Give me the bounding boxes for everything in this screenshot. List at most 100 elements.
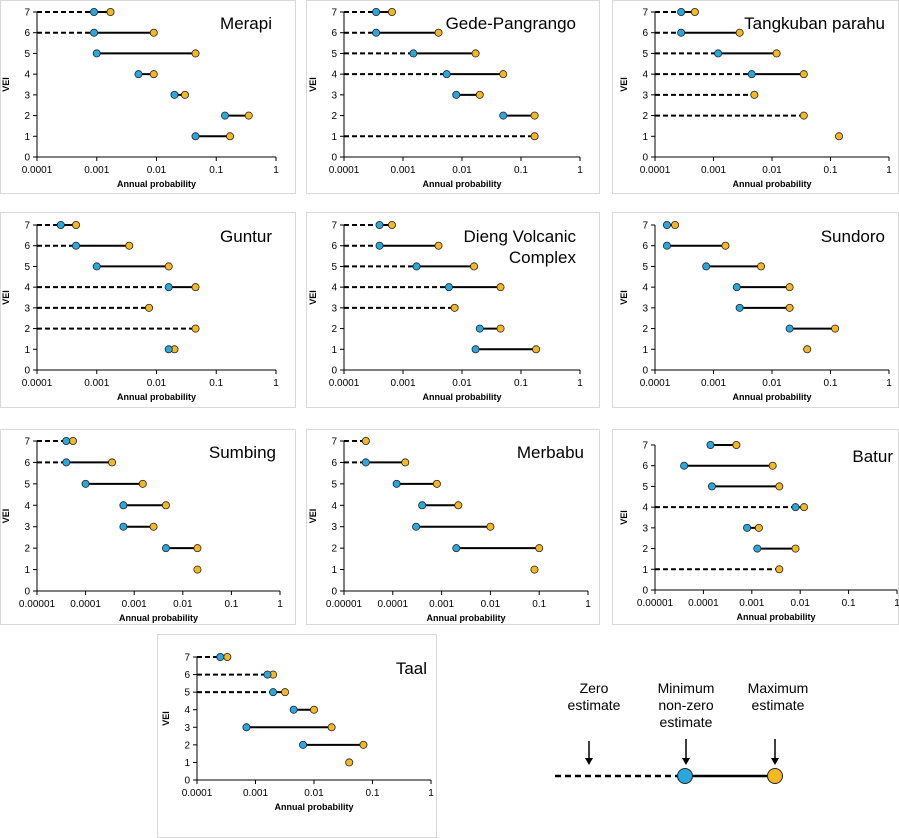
- x-tick-label: 0.0001: [688, 598, 719, 609]
- x-tick-label: 0.1: [224, 599, 238, 610]
- panel-title: Batur: [852, 447, 893, 466]
- x-tick-label: 0.01: [762, 165, 782, 176]
- y-tick-label: 6: [331, 241, 337, 252]
- x-tick-label: 0.00001: [326, 599, 363, 610]
- legend-min-label-line: non-zero: [658, 697, 713, 713]
- max-estimate-point: [72, 220, 81, 229]
- y-tick-label: 4: [24, 70, 30, 81]
- min-estimate-point: [164, 283, 173, 292]
- y-tick-label: 0: [642, 586, 648, 597]
- max-estimate-point: [309, 705, 318, 714]
- panel-title-line: Guntur: [220, 227, 272, 246]
- max-estimate-point: [785, 283, 794, 292]
- min-estimate-point: [707, 482, 716, 491]
- min-estimate-point: [680, 461, 689, 470]
- max-estimate-point: [223, 653, 232, 662]
- panel-title: Sumbing: [209, 443, 276, 462]
- min-estimate-point: [361, 458, 370, 467]
- max-estimate-point: [450, 303, 459, 312]
- panel-title: Merapi: [220, 14, 272, 33]
- max-estimate-point: [471, 49, 480, 58]
- x-axis-title: Annual probability: [426, 613, 505, 623]
- y-tick-label: 5: [24, 479, 30, 490]
- panel-title-line: Merbabu: [517, 443, 584, 462]
- min-estimate-point: [452, 90, 461, 99]
- x-tick-label: 0.0001: [70, 599, 101, 610]
- y-tick-label: 0: [642, 153, 648, 164]
- x-tick-label: 0.01: [147, 165, 167, 176]
- max-estimate-point: [475, 90, 484, 99]
- x-axis-title: Annual probability: [422, 392, 501, 402]
- chart-panel: 0 1 2 3 4 5 6 7 0.00001 0.0001 0.001 0.01 0.1 1 Annual…: [612, 429, 899, 625]
- min-estimate-point: [702, 262, 711, 271]
- x-tick-label: 0.1: [209, 165, 223, 176]
- y-tick-label: 2: [331, 544, 337, 555]
- y-tick-label: 4: [642, 70, 648, 81]
- min-estimate-point: [662, 220, 671, 229]
- chart-panel: 0 1 2 3 4 5 6 7 0.00001 0.0001 0.001 0.01 0.1 1 Annual…: [0, 429, 296, 625]
- y-tick-label: 1: [331, 345, 337, 356]
- min-estimate-point: [170, 90, 179, 99]
- x-tick-label: 0.01: [762, 378, 782, 389]
- min-estimate-point: [191, 132, 200, 141]
- min-estimate-point: [412, 262, 421, 271]
- y-tick-label: 5: [331, 262, 337, 273]
- legend-zero-arrow-head: [585, 758, 593, 765]
- max-estimate-point: [775, 482, 784, 491]
- x-tick-label: 0.1: [514, 378, 528, 389]
- y-tick-label: 4: [184, 705, 190, 716]
- y-tick-label: 4: [331, 283, 337, 294]
- max-estimate-point: [191, 324, 200, 333]
- y-tick-label: 5: [642, 262, 648, 273]
- y-axis-title: VEI: [1, 77, 11, 92]
- x-tick-label: 0.001: [701, 165, 726, 176]
- max-estimate-point: [496, 324, 505, 333]
- y-tick-label: 2: [642, 111, 648, 122]
- max-estimate-point: [191, 49, 200, 58]
- min-estimate-point: [471, 345, 480, 354]
- max-estimate-point: [361, 436, 370, 445]
- y-tick-label: 2: [184, 740, 190, 751]
- max-estimate-point: [835, 132, 844, 141]
- min-estimate-point: [714, 49, 723, 58]
- y-tick-label: 6: [24, 458, 30, 469]
- legend-max-label-line: Maximum: [748, 680, 809, 696]
- y-tick-label: 3: [331, 522, 337, 533]
- y-tick-label: 7: [331, 437, 337, 448]
- min-estimate-point: [785, 324, 794, 333]
- legend-min-label: Minimum non-zero estimate: [658, 680, 715, 730]
- max-estimate-point: [768, 461, 777, 470]
- y-tick-label: 1: [24, 345, 30, 356]
- x-tick-label: 0.00001: [19, 599, 56, 610]
- y-tick-label: 3: [642, 303, 648, 314]
- legend-min-arrow-head: [682, 758, 690, 765]
- y-tick-label: 6: [331, 458, 337, 469]
- max-estimate-point: [775, 565, 784, 574]
- max-estimate-point: [785, 303, 794, 312]
- x-tick-label: 0.01: [304, 788, 324, 799]
- x-tick-label: 1: [886, 165, 892, 176]
- max-estimate-point: [671, 220, 680, 229]
- y-tick-label: 2: [24, 324, 30, 335]
- chart-panel: 0 1 2 3 4 5 6 7 0.0001 0.001 0.01 0.1 1 Annual probab…: [612, 0, 899, 194]
- x-tick-label: 1: [277, 599, 283, 610]
- max-estimate-point: [149, 70, 158, 79]
- min-estimate-point: [81, 479, 90, 488]
- x-tick-label: 0.01: [481, 599, 501, 610]
- x-tick-label: 0.001: [84, 165, 109, 176]
- max-estimate-point: [387, 220, 396, 229]
- min-estimate-point: [90, 28, 99, 37]
- y-tick-label: 2: [24, 111, 30, 122]
- y-tick-label: 5: [24, 262, 30, 273]
- panel-title: Taal: [396, 659, 427, 678]
- y-tick-label: 1: [184, 758, 190, 769]
- legend-max-arrow-head: [771, 758, 779, 765]
- y-tick-label: 1: [331, 565, 337, 576]
- min-estimate-point: [747, 70, 756, 79]
- min-estimate-point: [677, 7, 686, 16]
- y-tick-label: 7: [331, 8, 337, 19]
- min-estimate-point: [119, 501, 128, 510]
- legend-min-point: [677, 768, 693, 784]
- chart-panel: 0 1 2 3 4 5 6 7 0.0001 0.001 0.01 0.1 1 Annual probab…: [157, 634, 437, 838]
